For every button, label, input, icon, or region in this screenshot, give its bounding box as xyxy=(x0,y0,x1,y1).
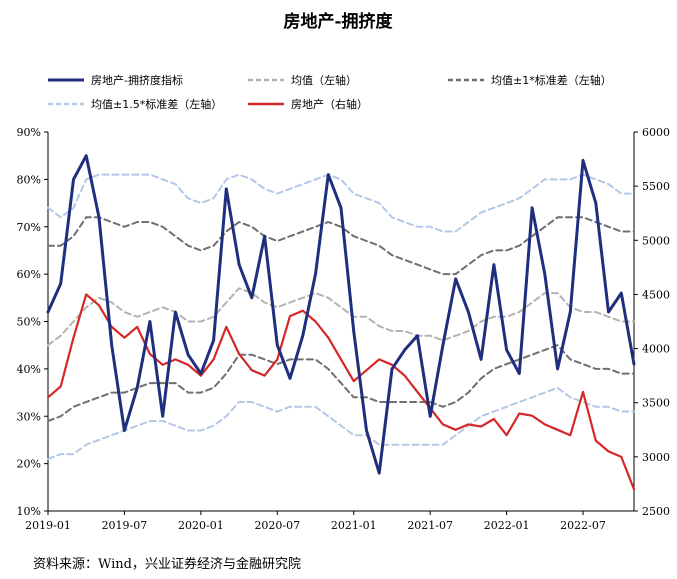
legend-label-crowding-index: 房地产-拥挤度指标 xyxy=(91,73,183,87)
y-right-tick-label: 6000 xyxy=(642,126,670,139)
legend-item-real-estate: 房地产（右轴） xyxy=(248,97,368,111)
legend-item-mean-1sd: 均值±1*标准差（左轴） xyxy=(448,73,612,87)
x-tick-label: 2019-07 xyxy=(102,519,148,532)
x-tick-label: 2020-07 xyxy=(254,519,300,532)
y-right-tick-label: 4000 xyxy=(642,343,670,356)
axes: 10% 20% 30% 40% 50% 60% 70% 80% 90% 2500 3000 3500 4… xyxy=(17,126,670,532)
series-line-5 xyxy=(47,386,635,460)
x-tick-label: 2021-07 xyxy=(407,519,453,532)
y-right-tick-label: 5000 xyxy=(642,234,670,247)
y-right-tick-label: 4500 xyxy=(642,288,670,301)
source-note: 资料来源：Wind，兴业证券经济与金融研究院 xyxy=(33,557,301,572)
x-tick-label: 2019-01 xyxy=(25,519,71,532)
y-left-tick-label: 60% xyxy=(17,268,41,281)
legend-item-mean-1-5sd: 均值±1.5*标准差（左轴） xyxy=(48,97,222,111)
y-right-tick-label: 5500 xyxy=(642,180,670,193)
legend-item-mean: 均值（左轴） xyxy=(248,73,357,87)
y-left-tick-label: 30% xyxy=(17,410,41,423)
series-line-3 xyxy=(47,344,635,422)
x-tick-label: 2022-07 xyxy=(560,519,606,532)
x-tick-label: 2021-01 xyxy=(331,519,377,532)
y-left-tick-label: 70% xyxy=(17,221,41,234)
y-left-tick-label: 10% xyxy=(17,505,41,518)
y-right-tick-label: 2500 xyxy=(642,505,670,518)
x-tick-label: 2022-01 xyxy=(484,519,530,532)
series-line-0 xyxy=(46,154,636,475)
series-line-1 xyxy=(47,287,635,347)
chart-title: 房地产-拥挤度 xyxy=(283,11,393,32)
legend: 房地产-拥挤度指标 均值（左轴） 均值±1*标准差（左轴） 均值±1.5*标准差… xyxy=(48,73,612,111)
y-right-tick-label: 3000 xyxy=(642,451,670,464)
y-right-tick-label: 3500 xyxy=(642,397,670,410)
y-left-tick-label: 80% xyxy=(17,173,41,186)
y-left-tick-label: 20% xyxy=(17,458,41,471)
legend-item-crowding-index: 房地产-拥挤度指标 xyxy=(48,73,183,87)
series-line-2 xyxy=(47,216,635,276)
series-line-4 xyxy=(47,173,635,233)
legend-label-mean-1-5sd: 均值±1.5*标准差（左轴） xyxy=(91,97,222,111)
legend-label-mean: 均值（左轴） xyxy=(291,73,357,87)
y-left-tick-label: 40% xyxy=(17,363,41,376)
y-left-tick-label: 90% xyxy=(17,126,41,139)
legend-label-mean-1sd: 均值±1*标准差（左轴） xyxy=(491,73,612,87)
series-layer xyxy=(46,154,636,491)
legend-label-real-estate: 房地产（右轴） xyxy=(291,97,368,111)
x-tick-label: 2020-01 xyxy=(178,519,224,532)
y-left-tick-label: 50% xyxy=(17,316,41,329)
